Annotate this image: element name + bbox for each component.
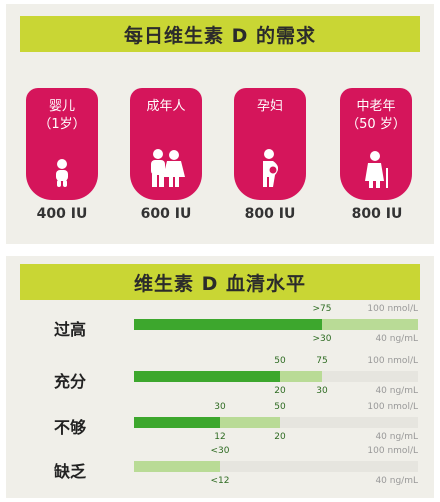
tick-nmol-high: 50 bbox=[274, 402, 286, 412]
level-label-excessive: 过高 bbox=[54, 320, 87, 339]
card-elderly-label: 中老年 （50 岁） bbox=[346, 99, 406, 132]
unit-ng: 40 ng/mL bbox=[375, 476, 418, 486]
daily-requirement-panel: 每日维生素 D 的需求 婴儿 （1岁） 400 IU 成年人 bbox=[6, 4, 434, 244]
level-track bbox=[134, 371, 418, 382]
tick-ng-high: 20 bbox=[274, 432, 286, 442]
level-label-insufficient: 不够 bbox=[54, 418, 87, 437]
tick-ng: <12 bbox=[210, 476, 230, 486]
amount-adult: 600 IU bbox=[140, 206, 192, 222]
tick-ng-low: 12 bbox=[214, 432, 226, 442]
level-track bbox=[134, 461, 418, 472]
bar-dark bbox=[134, 371, 280, 382]
level-row-sufficient: 充分 50 75 20 30 100 nmol/L 40 ng/mL bbox=[6, 354, 434, 406]
card-infant-label: 婴儿 （1岁） bbox=[38, 99, 86, 132]
card-adult: 成年人 bbox=[130, 88, 202, 200]
unit-nmol: 100 nmol/L bbox=[367, 356, 418, 366]
serum-level-title: 维生素 D 血清水平 bbox=[20, 264, 420, 300]
unit-ng: 40 ng/mL bbox=[375, 334, 418, 344]
pregnant-woman-icon bbox=[234, 148, 306, 188]
card-elderly: 中老年 （50 岁） bbox=[340, 88, 412, 200]
bar-light bbox=[134, 461, 220, 472]
level-row-insufficient: 不够 30 50 12 20 100 nmol/L 40 ng/mL bbox=[6, 400, 434, 452]
amount-infant: 400 IU bbox=[36, 206, 88, 222]
baby-icon bbox=[26, 158, 98, 188]
tick-nmol-low: 30 bbox=[214, 402, 226, 412]
tick-ng: >30 bbox=[312, 334, 332, 344]
adults-icon bbox=[130, 148, 202, 188]
tick-ng-high: 30 bbox=[316, 386, 328, 396]
level-row-deficient: 缺乏 <30 <12 100 nmol/L 40 ng/mL bbox=[6, 444, 434, 496]
card-adult-label: 成年人 bbox=[146, 99, 186, 114]
unit-ng: 40 ng/mL bbox=[375, 432, 418, 442]
card-infant: 婴儿 （1岁） bbox=[26, 88, 98, 200]
daily-requirement-title: 每日维生素 D 的需求 bbox=[20, 16, 420, 52]
level-label-deficient: 缺乏 bbox=[54, 462, 87, 481]
tick-ng-low: 20 bbox=[274, 386, 286, 396]
amount-elderly: 800 IU bbox=[351, 206, 403, 222]
level-row-excessive: 过高 >75 >30 100 nmol/L 40 ng/mL bbox=[6, 302, 434, 354]
level-label-sufficient: 充分 bbox=[54, 372, 87, 391]
level-track bbox=[134, 417, 418, 428]
unit-nmol: 100 nmol/L bbox=[367, 446, 418, 456]
elderly-icon bbox=[340, 150, 412, 188]
serum-level-panel: 维生素 D 血清水平 过高 >75 >30 100 nmol/L 40 ng/m… bbox=[6, 256, 434, 498]
tick-nmol: >75 bbox=[312, 304, 332, 314]
card-pregnant-label: 孕妇 bbox=[256, 99, 283, 114]
unit-nmol: 100 nmol/L bbox=[367, 402, 418, 412]
unit-nmol: 100 nmol/L bbox=[367, 304, 418, 314]
tick-nmol-high: 75 bbox=[316, 356, 328, 366]
card-pregnant: 孕妇 bbox=[234, 88, 306, 200]
unit-ng: 40 ng/mL bbox=[375, 386, 418, 396]
bar-dark bbox=[134, 319, 322, 330]
bar-dark bbox=[134, 417, 220, 428]
tick-nmol: <30 bbox=[210, 446, 230, 456]
amount-pregnant: 800 IU bbox=[244, 206, 296, 222]
level-track bbox=[134, 319, 418, 330]
tick-nmol-low: 50 bbox=[274, 356, 286, 366]
